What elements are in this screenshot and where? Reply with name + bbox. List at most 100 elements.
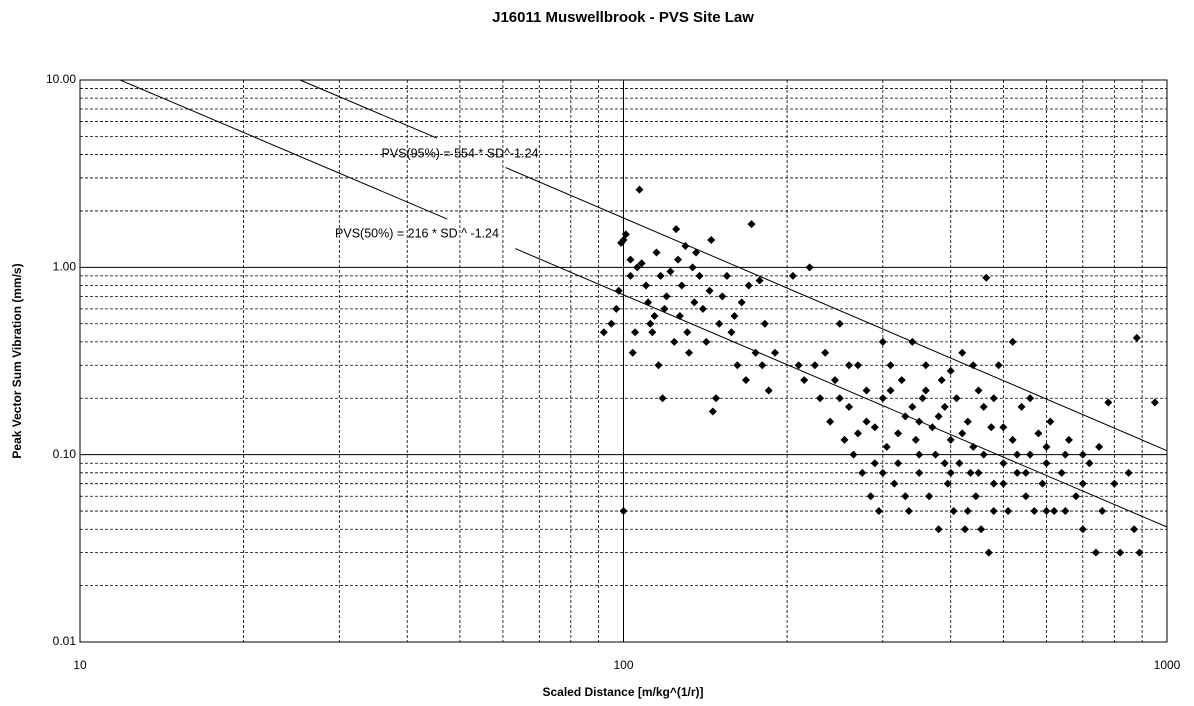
point xyxy=(677,281,686,290)
point xyxy=(1004,507,1013,516)
point xyxy=(771,348,780,357)
plot-border xyxy=(79,79,1168,643)
point xyxy=(989,394,998,403)
point xyxy=(934,525,943,534)
x-tick-label: 10 xyxy=(73,658,87,672)
point xyxy=(862,417,871,426)
x-axis-title: Scaled Distance [m/kg^(1/r)] xyxy=(542,685,703,699)
fit-line xyxy=(119,79,1168,528)
point xyxy=(963,507,972,516)
point xyxy=(982,273,991,282)
point xyxy=(631,328,640,337)
point xyxy=(955,459,964,468)
point xyxy=(963,417,972,426)
point xyxy=(816,394,825,403)
point xyxy=(1098,507,1107,516)
point xyxy=(928,423,937,432)
point xyxy=(727,328,736,337)
point xyxy=(886,361,895,370)
point xyxy=(1124,468,1133,477)
point xyxy=(915,450,924,459)
point xyxy=(866,492,875,501)
point xyxy=(1030,507,1039,516)
point xyxy=(692,248,701,257)
point xyxy=(722,271,731,280)
point xyxy=(1104,398,1113,407)
point xyxy=(1042,459,1051,468)
x-tick-label: 1000 xyxy=(1154,658,1181,672)
point xyxy=(641,281,650,290)
point xyxy=(646,319,655,328)
point xyxy=(1116,548,1125,557)
point xyxy=(1046,417,1055,426)
point xyxy=(708,407,717,416)
point xyxy=(681,241,690,250)
y-tick-label: 1.00 xyxy=(53,260,77,274)
point xyxy=(737,298,746,307)
point xyxy=(1057,468,1066,477)
point xyxy=(621,230,630,239)
point xyxy=(788,271,797,280)
point xyxy=(800,376,809,385)
point xyxy=(1078,450,1087,459)
point xyxy=(1061,450,1070,459)
point xyxy=(826,417,835,426)
point xyxy=(989,507,998,516)
point xyxy=(989,479,998,488)
point xyxy=(987,423,996,432)
y-tick-label: 0.10 xyxy=(53,447,77,461)
point xyxy=(1135,548,1144,557)
point xyxy=(915,417,924,426)
point xyxy=(946,435,955,444)
point xyxy=(878,394,887,403)
point xyxy=(744,281,753,290)
point xyxy=(672,225,681,234)
point xyxy=(994,361,1003,370)
point xyxy=(715,319,724,328)
point xyxy=(652,248,661,257)
point xyxy=(925,492,934,501)
point xyxy=(599,328,608,337)
point xyxy=(1078,479,1087,488)
point xyxy=(845,402,854,411)
point xyxy=(705,286,714,295)
point xyxy=(969,442,978,451)
point xyxy=(675,311,684,320)
point xyxy=(952,394,961,403)
point xyxy=(810,361,819,370)
point xyxy=(897,376,906,385)
point xyxy=(878,468,887,477)
point xyxy=(1042,507,1051,516)
point xyxy=(1064,435,1073,444)
annotation: PVS(50%) = 216 * SD ^ -1.24 xyxy=(335,226,499,240)
point xyxy=(940,402,949,411)
point xyxy=(670,337,679,346)
point xyxy=(870,459,879,468)
point xyxy=(971,492,980,501)
point xyxy=(966,468,975,477)
point xyxy=(870,423,879,432)
point xyxy=(1132,333,1141,342)
point xyxy=(688,263,697,272)
point xyxy=(858,468,867,477)
point xyxy=(1050,507,1059,516)
point xyxy=(1042,442,1051,451)
point xyxy=(831,376,840,385)
point xyxy=(654,361,663,370)
point xyxy=(658,394,667,403)
point xyxy=(764,386,773,395)
point xyxy=(607,319,616,328)
point xyxy=(707,235,716,244)
point xyxy=(977,525,986,534)
point xyxy=(698,304,707,313)
point xyxy=(718,292,727,301)
point xyxy=(637,259,646,268)
point xyxy=(628,348,637,357)
point xyxy=(921,361,930,370)
point xyxy=(1013,468,1022,477)
point xyxy=(1021,492,1030,501)
point xyxy=(946,366,955,375)
point xyxy=(741,376,750,385)
point xyxy=(979,450,988,459)
